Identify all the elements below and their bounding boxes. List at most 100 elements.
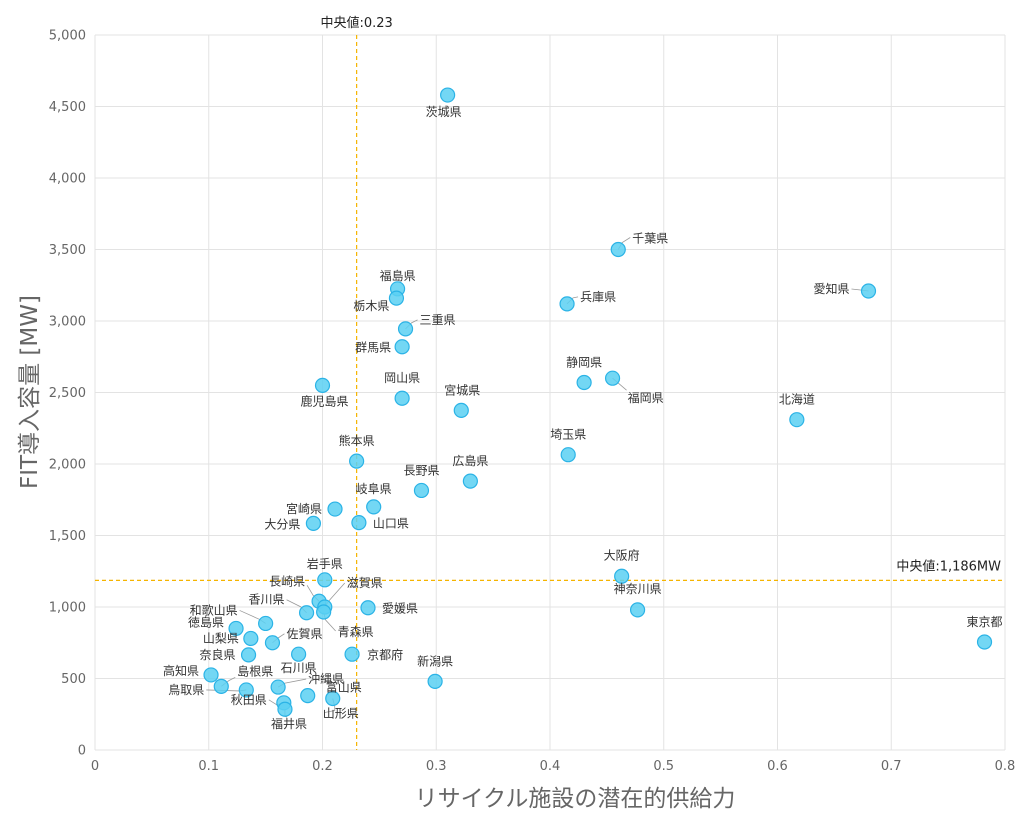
point-label: 茨城県 [426,105,462,119]
data-point[interactable] [576,374,592,391]
data-point[interactable] [440,87,456,103]
point-label: 熊本県 [339,433,375,448]
data-point[interactable] [264,635,281,651]
grid-layer [94,34,1006,751]
y-tick-label: 500 [61,672,86,687]
data-point[interactable] [789,412,805,428]
data-point[interactable] [388,290,405,306]
point-label: 岡山県 [384,371,420,385]
point-label: 大阪府 [604,547,640,562]
data-point[interactable] [277,701,293,717]
data-point[interactable] [243,630,259,647]
data-point[interactable] [316,604,332,620]
data-point[interactable] [228,620,244,637]
data-point[interactable] [258,615,274,632]
point-label: 広島県 [452,453,488,468]
point-label: 徳島県 [188,614,224,629]
data-point[interactable] [213,678,229,694]
x-tick-label: 0.2 [312,759,333,774]
point-label: 鳥取県 [168,682,204,697]
data-point[interactable] [560,447,576,463]
median-x-label: 中央値:0.23 [320,15,392,31]
data-point[interactable] [397,321,414,337]
point-label: 岩手県 [307,556,343,571]
data-point[interactable] [305,515,321,531]
point-label: 新潟県 [417,653,453,668]
data-point[interactable] [344,646,360,662]
y-tick-label: 5,000 [49,29,86,44]
data-point[interactable] [860,283,877,299]
y-tick-label: 1,000 [49,601,86,616]
data-point[interactable] [300,688,316,704]
point-label: 香川県 [249,593,285,607]
data-point[interactable] [604,370,621,386]
median-y-label: 中央値:1,186MW [896,558,1001,574]
point-label: 埼玉県 [550,428,586,442]
point-label: 静岡県 [566,355,602,369]
y-tick-label: 3,000 [49,315,86,330]
point-label: 福島県 [380,268,416,283]
y-tick-label: 4,000 [49,172,86,187]
point-label: 栃木県 [353,299,389,313]
data-point[interactable] [629,602,646,618]
data-point[interactable] [413,482,430,499]
point-label: 岐阜県 [356,482,392,496]
point-label: 宮崎県 [286,501,322,516]
x-axis-title: リサイクル施設の潜在的供給力 [415,786,736,812]
point-label: 長崎県 [269,574,305,588]
point-label: 福岡県 [628,390,664,405]
y-tick-label: 1,500 [49,529,86,544]
point-label: 京都府 [367,647,403,662]
data-point[interactable] [351,515,367,531]
data-point[interactable] [614,568,630,584]
point-label: 愛媛県 [382,602,418,616]
data-point[interactable] [317,572,333,588]
y-tick-label: 2,000 [49,458,86,473]
data-point[interactable] [240,647,257,663]
data-point[interactable] [427,673,443,689]
point-label: 石川県 [281,661,317,675]
point-label: 福井県 [271,716,307,731]
data-point[interactable] [394,339,410,355]
point-label: 高知県 [163,663,199,678]
leader-layer [206,237,869,718]
point-label: 島根県 [237,663,273,678]
data-point[interactable] [453,402,469,418]
point-label: 富山県 [326,680,362,695]
point-label: 宮城県 [444,382,480,397]
data-point[interactable] [298,605,315,621]
data-point[interactable] [349,453,365,469]
x-tick-label: 0.1 [198,759,219,774]
point-label: 青森県 [338,624,374,639]
data-point[interactable] [559,296,575,312]
data-point[interactable] [366,499,382,515]
data-point[interactable] [238,682,254,698]
x-tick-label: 0 [91,759,99,774]
point-label: 佐賀県 [286,627,322,641]
x-tick-label: 0.8 [995,759,1016,774]
x-tick-label: 0.4 [540,759,561,774]
point-label: 沖縄県 [308,671,344,686]
data-point[interactable] [270,679,286,695]
x-tick-label: 0.3 [426,759,447,774]
data-point[interactable] [394,390,410,406]
point-label: 神奈川県 [614,582,662,596]
point-label: 鹿児島県 [300,393,348,408]
x-tick-label: 0.7 [881,759,902,774]
data-point[interactable] [327,501,343,517]
y-axis-title: FIT導入容量 [MW] [17,295,43,489]
point-label: 秋田県 [231,693,267,707]
data-point[interactable] [203,667,219,683]
data-point[interactable] [462,473,478,489]
data-point[interactable] [291,646,307,662]
data-point[interactable] [314,377,331,393]
data-point[interactable] [360,600,376,616]
data-point[interactable] [976,634,993,650]
data-point[interactable] [610,241,626,258]
point-label: 滋賀県 [347,576,383,590]
point-layer [203,87,993,717]
data-point[interactable] [325,690,341,707]
y-tick-label: 2,500 [49,386,86,401]
